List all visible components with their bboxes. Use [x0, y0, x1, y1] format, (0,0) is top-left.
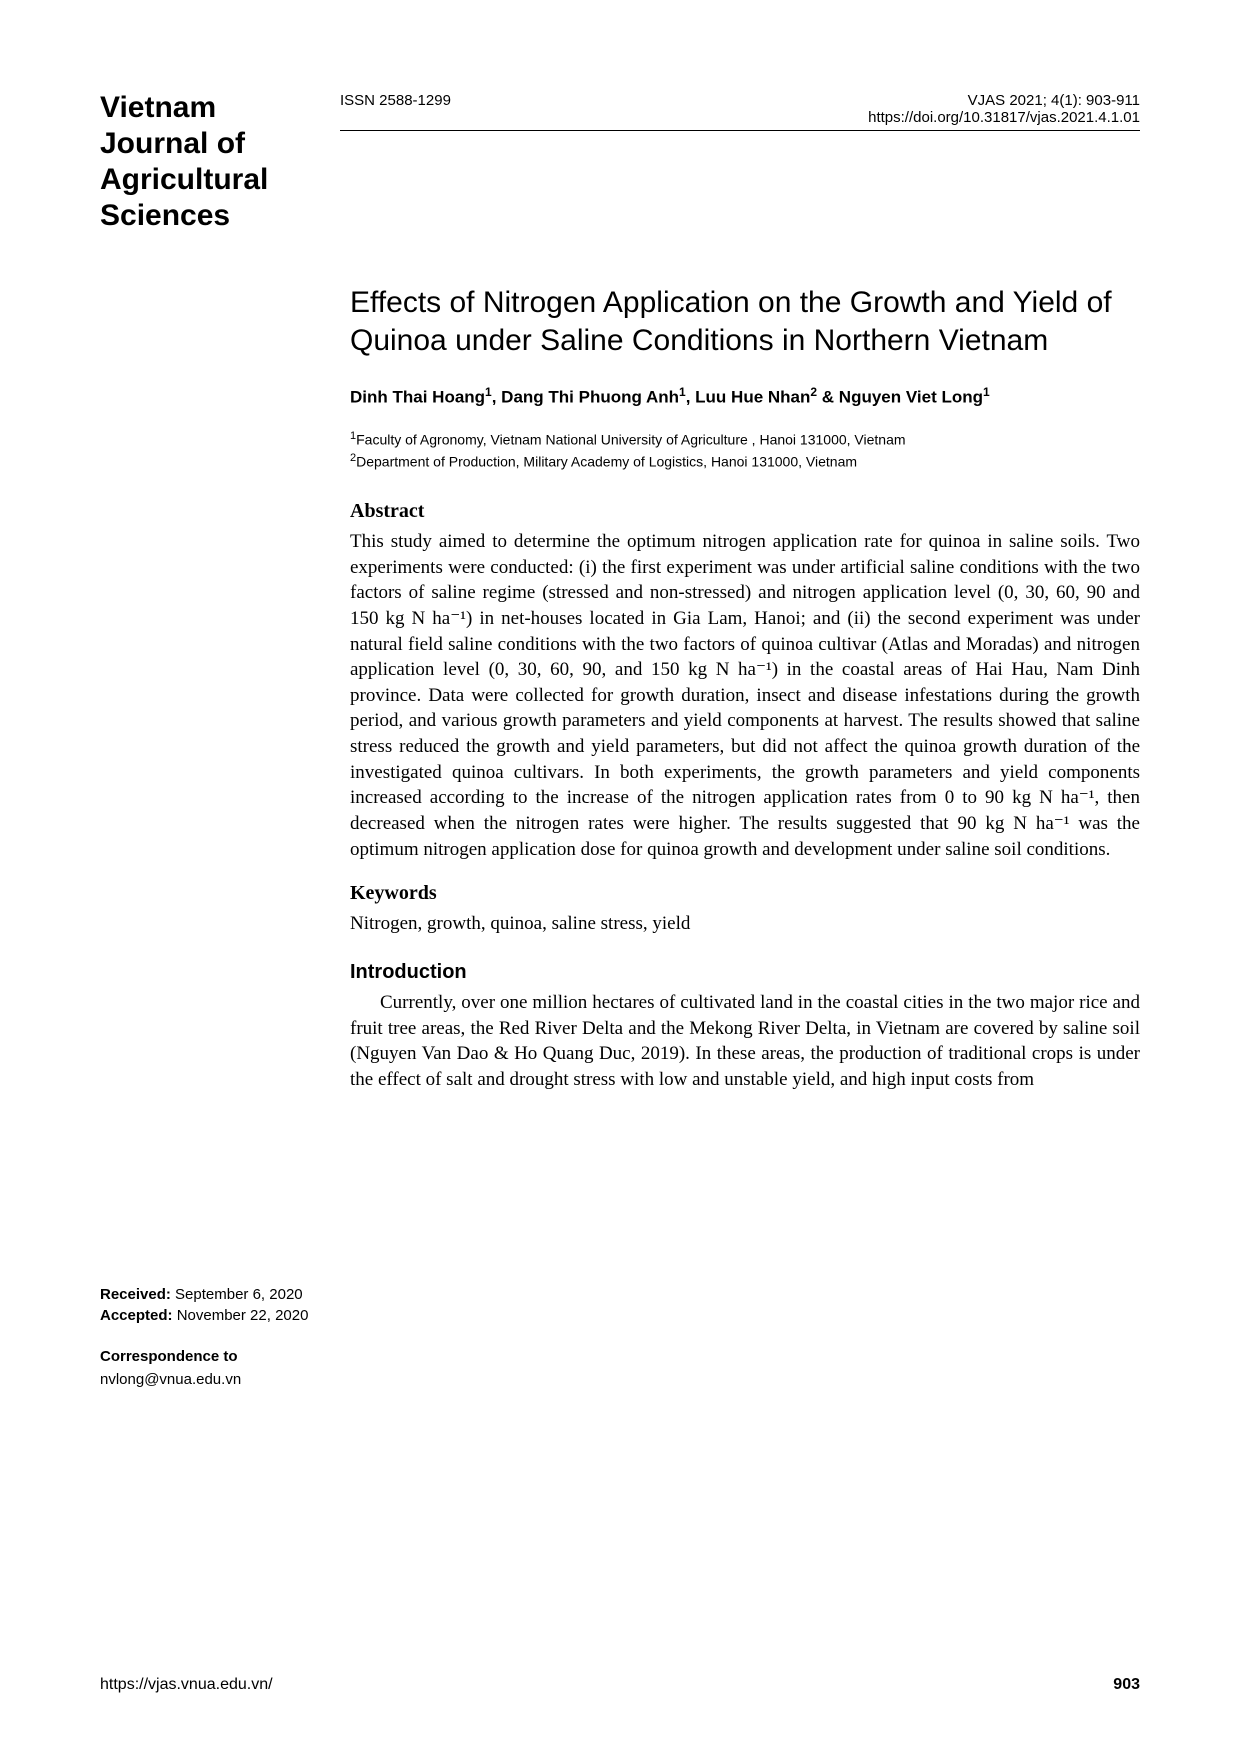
keywords-text: Nitrogen, growth, quinoa, saline stress,… [350, 911, 1140, 937]
keywords-heading: Keywords [350, 882, 1140, 905]
header-row: Vietnam Journal of Agricultural Sciences… [100, 90, 1140, 234]
issn-text: ISSN 2588-1299 [340, 92, 451, 126]
footer-url[interactable]: https://vjas.vnua.edu.vn/ [100, 1676, 273, 1694]
received-date: September 6, 2020 [171, 1286, 303, 1303]
correspondence-heading: Correspondence to [100, 1346, 340, 1367]
sidebar-column: Received: September 6, 2020 Accepted: No… [100, 284, 340, 1390]
article-title: Effects of Nitrogen Application on the G… [350, 284, 1140, 359]
main-column: Effects of Nitrogen Application on the G… [340, 284, 1140, 1390]
footer-row: https://vjas.vnua.edu.vn/ 903 [100, 1676, 1140, 1694]
citation-text: VJAS 2021; 4(1): 903-911 [968, 92, 1140, 109]
received-line: Received: September 6, 2020 [100, 1284, 340, 1305]
content-row: Received: September 6, 2020 Accepted: No… [100, 284, 1140, 1390]
page-number: 903 [1113, 1676, 1140, 1694]
accepted-date: November 22, 2020 [173, 1307, 309, 1324]
meta-divider [340, 130, 1140, 131]
affiliations-block: 1Faculty of Agronomy, Vietnam National U… [350, 429, 1140, 472]
introduction-heading: Introduction [350, 961, 1140, 984]
authors-line: Dinh Thai Hoang1, Dang Thi Phuong Anh1, … [350, 384, 1140, 409]
accepted-label: Accepted: [100, 1307, 173, 1324]
affiliation-1: 1Faculty of Agronomy, Vietnam National U… [350, 429, 1140, 450]
journal-name: Vietnam Journal of Agricultural Sciences [100, 90, 330, 234]
doi-link[interactable]: https://doi.org/10.31817/vjas.2021.4.1.0… [868, 109, 1140, 126]
affiliation-2: 2Department of Production, Military Acad… [350, 451, 1140, 472]
header-meta: ISSN 2588-1299 VJAS 2021; 4(1): 903-911 … [330, 90, 1140, 131]
meta-right-block: VJAS 2021; 4(1): 903-911 https://doi.org… [868, 92, 1140, 126]
dates-block: Received: September 6, 2020 Accepted: No… [100, 1284, 340, 1326]
introduction-text: Currently, over one million hectares of … [350, 990, 1140, 1093]
correspondence-email[interactable]: nvlong@vnua.edu.vn [100, 1369, 340, 1390]
abstract-heading: Abstract [350, 500, 1140, 523]
meta-row: ISSN 2588-1299 VJAS 2021; 4(1): 903-911 … [340, 92, 1140, 126]
abstract-text: This study aimed to determine the optimu… [350, 529, 1140, 862]
received-label: Received: [100, 1286, 171, 1303]
accepted-line: Accepted: November 22, 2020 [100, 1305, 340, 1326]
